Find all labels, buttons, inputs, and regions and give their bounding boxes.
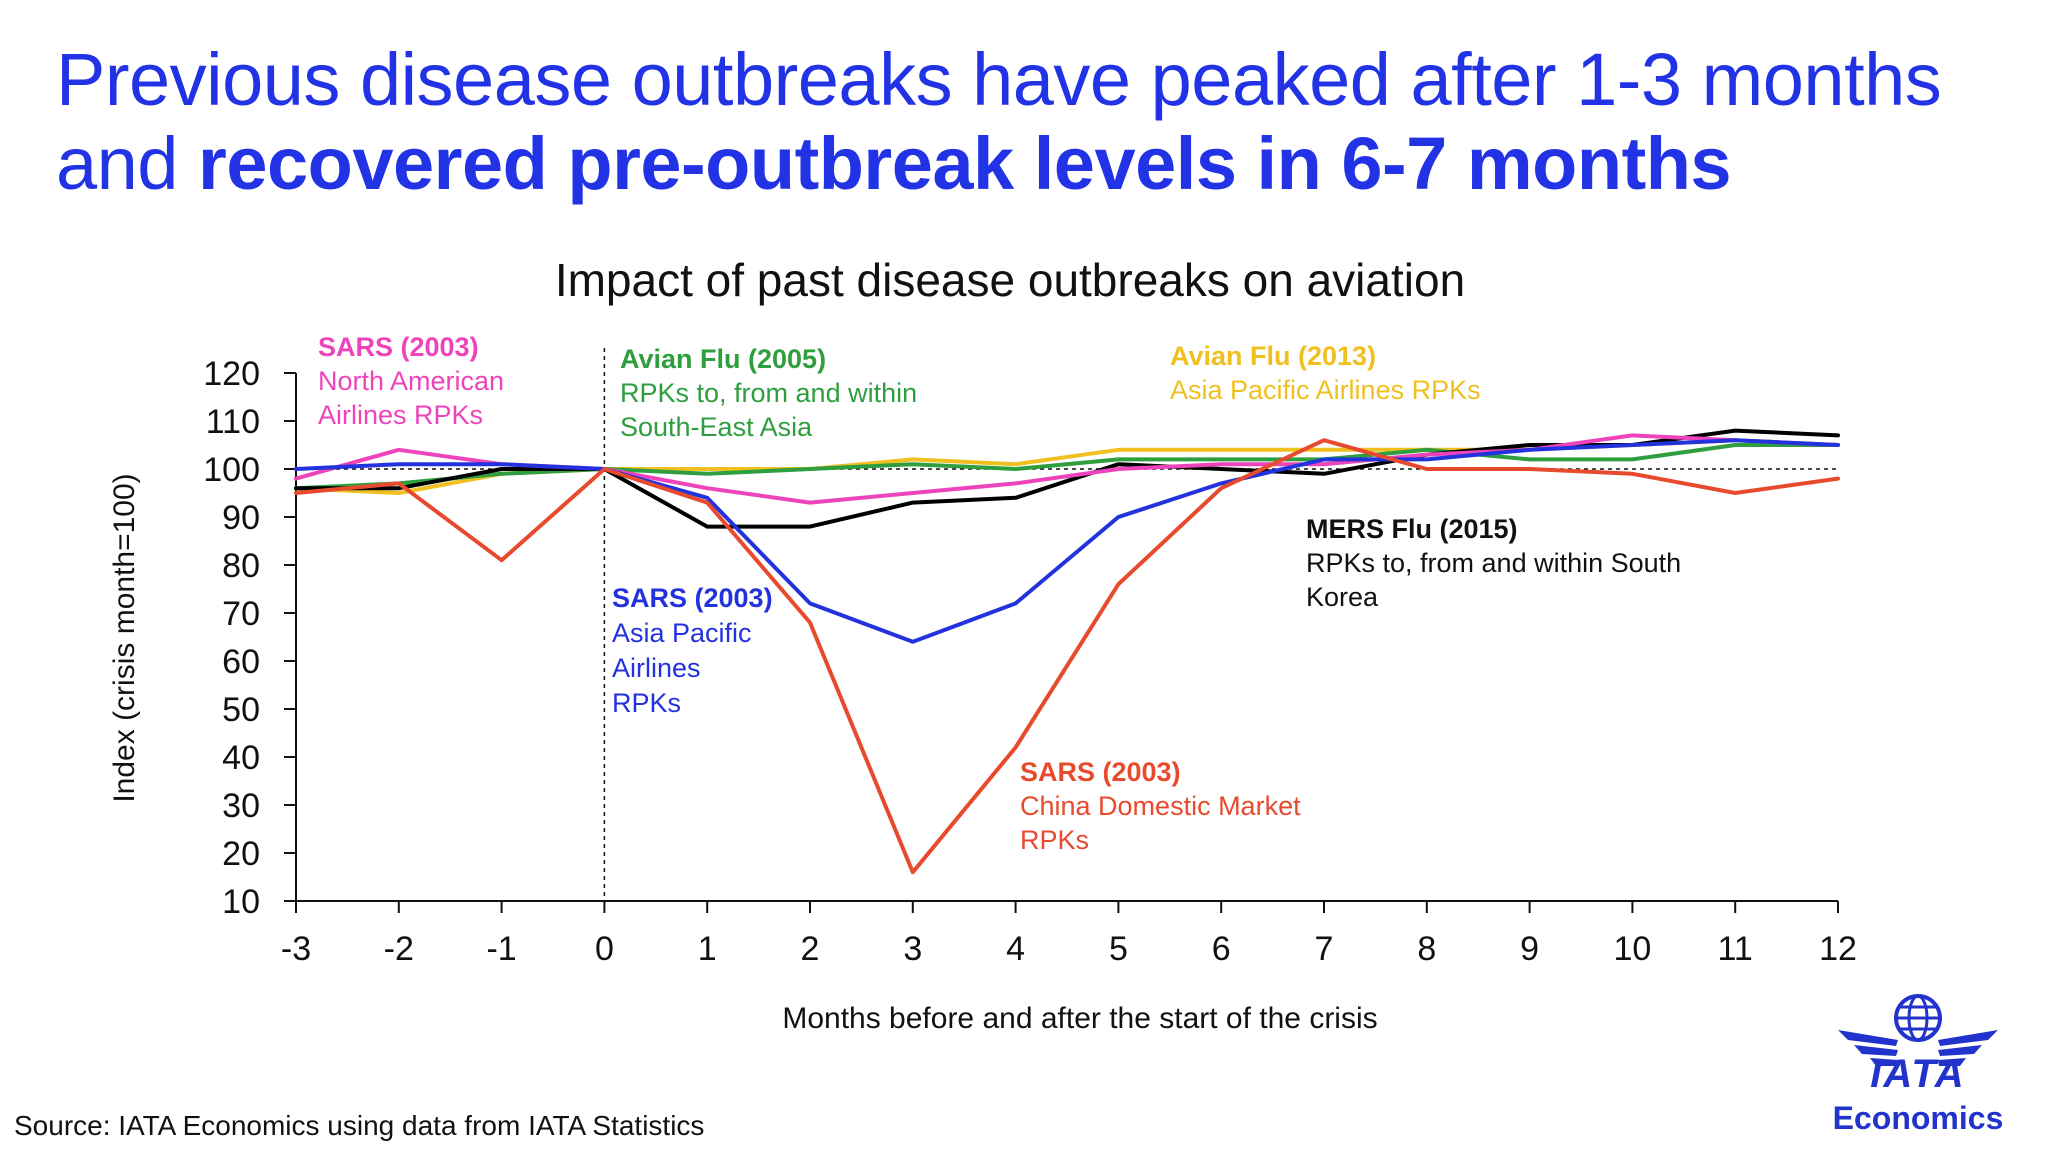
headline-line-2-prefix: and: [56, 122, 199, 205]
iata-logo: IATA Economics: [1818, 990, 2018, 1140]
series-layer: [294, 428, 1840, 875]
headline-line-1: Previous disease outbreaks have peaked a…: [56, 38, 1942, 121]
x-tick-label: 4: [1006, 930, 1025, 968]
series-line-sars_ap: [294, 438, 1840, 644]
annotation-title-sars_ap: SARS (2003): [612, 583, 773, 613]
x-tick-label: 12: [1819, 930, 1857, 968]
y-tick-label: 40: [222, 739, 260, 777]
logo-unit: Economics: [1832, 1100, 2004, 1136]
annotation-line-sars_china: China Domestic Market: [1020, 791, 1301, 821]
annotation-line-sars_ap: Airlines: [612, 653, 701, 683]
iata-globe-wings-icon: [1838, 994, 1998, 1066]
annotation-line-mers2015: RPKs to, from and within South: [1306, 548, 1681, 578]
series-line-sars_china: [294, 438, 1840, 875]
series-line-mers2015: [294, 428, 1840, 529]
annotation-line-mers2015: Korea: [1306, 582, 1379, 612]
annotation-line-avian2005: South-East Asia: [620, 412, 813, 442]
annotation-line-sars_ap: Asia Pacific: [612, 618, 752, 648]
x-tick-label: 11: [1718, 930, 1753, 968]
annotation-line-avian2005: RPKs to, from and within: [620, 378, 917, 408]
annotation-line-sars_na: Airlines RPKs: [318, 400, 483, 430]
y-tick-label: 120: [203, 355, 260, 393]
x-axis-label: Months before and after the start of the…: [782, 1002, 1377, 1035]
x-tick-label: 8: [1417, 930, 1436, 968]
y-tick-label: 30: [222, 787, 260, 825]
x-tick-label: -2: [384, 930, 414, 968]
x-tick-label: 2: [801, 930, 820, 968]
source-note: Source: IATA Economics using data from I…: [14, 1110, 705, 1141]
annotation-line-sars_na: North American: [318, 366, 504, 396]
y-tick-label: 100: [203, 451, 260, 489]
y-tick-label: 50: [222, 691, 260, 729]
headline-line-2-bold: recovered pre-outbreak levels in 6-7 mon…: [198, 122, 1732, 205]
y-tick-label: 10: [222, 883, 260, 921]
chart-title: Impact of past disease outbreaks on avia…: [555, 254, 1465, 306]
annotation-title-sars_china: SARS (2003): [1020, 757, 1181, 787]
y-tick-label: 80: [222, 547, 260, 585]
annotation-title-mers2015: MERS Flu (2015): [1306, 514, 1518, 544]
x-tick-label: -1: [486, 930, 516, 968]
series-line-avian2005: [294, 443, 1840, 491]
y-tick-label: 70: [222, 595, 260, 633]
headline: Previous disease outbreaks have peaked a…: [56, 38, 2036, 206]
x-tick-label: 0: [595, 930, 614, 968]
x-tick-label: 3: [903, 930, 922, 968]
logo-brand: IATA: [1870, 1052, 1966, 1096]
x-tick-label: -3: [281, 930, 311, 968]
x-tick-label: 10: [1613, 930, 1651, 968]
y-tick-label: 20: [222, 835, 260, 873]
x-tick-label: 7: [1315, 930, 1334, 968]
annotation-title-sars_na: SARS (2003): [318, 332, 479, 362]
x-tick-label: 9: [1520, 930, 1539, 968]
y-axis-label: Index (crisis month=100): [108, 473, 141, 802]
y-tick-label: 110: [206, 403, 260, 441]
x-tick-label: 5: [1109, 930, 1128, 968]
annotation-line-avian2013: Asia Pacific Airlines RPKs: [1170, 375, 1481, 405]
annotation-line-sars_ap: RPKs: [612, 688, 681, 718]
annotation-title-avian2005: Avian Flu (2005): [620, 344, 826, 374]
y-tick-label: 60: [222, 643, 260, 681]
annotation-title-avian2013: Avian Flu (2013): [1170, 341, 1376, 371]
y-tick-label: 90: [222, 499, 260, 537]
x-tick-label: 1: [698, 930, 717, 968]
annotation-layer: SARS (2003) North American Airlines RPKs Av…: [318, 332, 1681, 855]
headline-line-2: and recovered pre-outbreak levels in 6-7…: [56, 122, 2036, 206]
x-tick-label: 6: [1212, 930, 1231, 968]
annotation-line-sars_china: RPKs: [1020, 825, 1089, 855]
